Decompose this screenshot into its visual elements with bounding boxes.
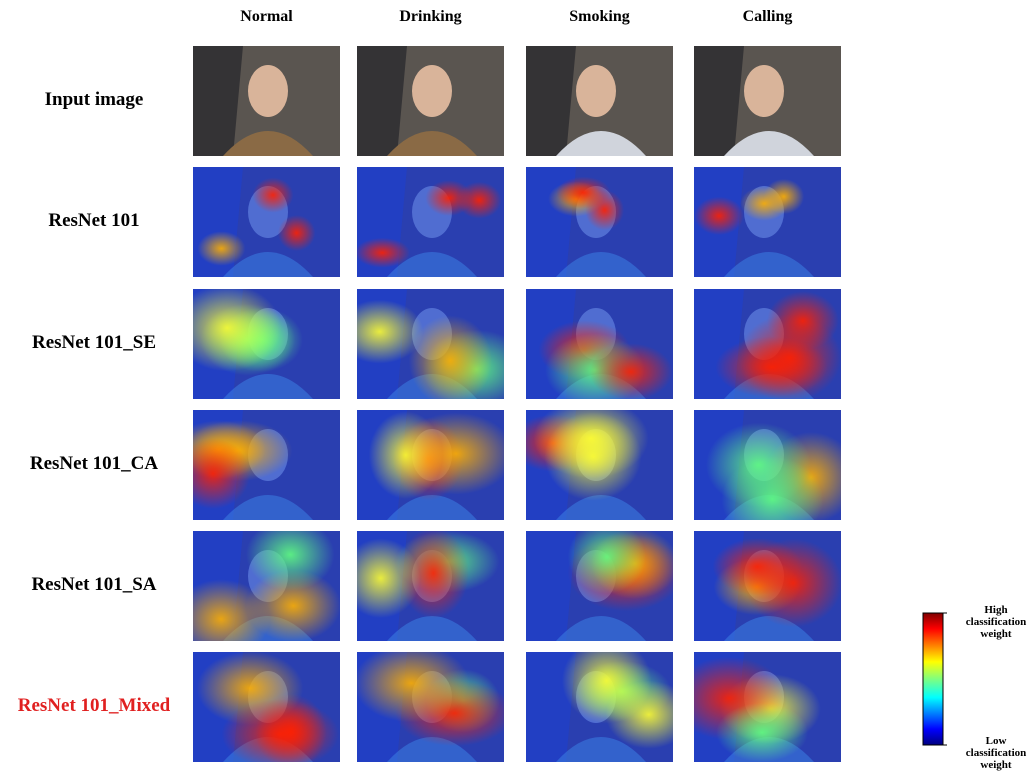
- row-label: ResNet 101_CA: [0, 453, 188, 475]
- heatmap-image: [694, 652, 841, 762]
- heatmap-image: [694, 289, 841, 399]
- colorbar: [920, 612, 948, 746]
- input-image: [193, 46, 340, 156]
- heatmap-image: [357, 289, 504, 399]
- heatmap-image: [193, 652, 340, 762]
- row-label: ResNet 101_SA: [0, 574, 188, 596]
- heatmap-image: [526, 652, 673, 762]
- heatmap-image: [526, 167, 673, 277]
- column-header: Normal: [192, 8, 342, 26]
- heatmap-image: [357, 410, 504, 520]
- column-header: Drinking: [356, 8, 506, 26]
- column-header: Smoking: [525, 8, 675, 26]
- row-label: ResNet 101_Mixed: [0, 695, 188, 717]
- row-label: ResNet 101_SE: [0, 332, 188, 354]
- column-header: Calling: [693, 8, 843, 26]
- heatmap-image: [526, 531, 673, 641]
- heatmap-image: [357, 652, 504, 762]
- row-label: ResNet 101: [0, 210, 188, 232]
- heatmap-image: [193, 167, 340, 277]
- input-image: [357, 46, 504, 156]
- heatmap-image: [357, 531, 504, 641]
- input-image: [526, 46, 673, 156]
- heatmap-image: [357, 167, 504, 277]
- row-label: Input image: [0, 89, 188, 111]
- heatmap-image: [526, 289, 673, 399]
- heatmap-image: [694, 531, 841, 641]
- heatmap-image: [193, 531, 340, 641]
- colorbar-low-label: Low classification weight: [958, 735, 1034, 771]
- heatmap-image: [694, 410, 841, 520]
- colorbar-high-label: High classification weight: [958, 604, 1034, 640]
- heatmap-image: [526, 410, 673, 520]
- heatmap-image: [193, 289, 340, 399]
- heatmap-image: [694, 167, 841, 277]
- heatmap-image: [193, 410, 340, 520]
- input-image: [694, 46, 841, 156]
- figure: High classification weight Low classific…: [0, 0, 1034, 774]
